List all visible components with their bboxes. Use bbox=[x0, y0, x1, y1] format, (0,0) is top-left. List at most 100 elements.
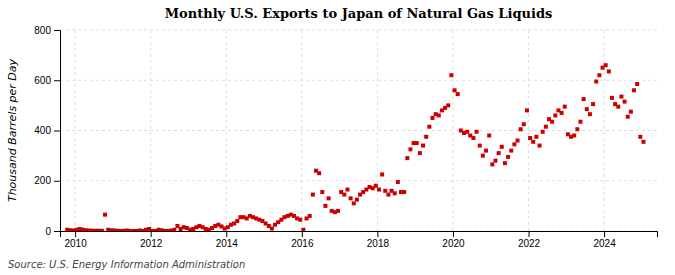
point bbox=[610, 96, 614, 100]
x-tick-label: 2010 bbox=[64, 238, 87, 249]
point bbox=[582, 97, 586, 101]
y-grid-line bbox=[60, 130, 657, 131]
x-tick: 2022 bbox=[518, 231, 541, 249]
y-tick-mark bbox=[54, 80, 60, 81]
point bbox=[317, 171, 321, 175]
point bbox=[421, 144, 425, 148]
point bbox=[352, 201, 356, 205]
x-tick-mark bbox=[529, 231, 530, 237]
title: Monthly U.S. Exports to Japan of Natural… bbox=[165, 6, 553, 21]
point bbox=[345, 188, 349, 192]
point bbox=[493, 159, 497, 163]
point bbox=[430, 116, 434, 120]
x-tick-label: 2014 bbox=[216, 238, 239, 249]
point bbox=[531, 140, 535, 144]
x-grid-line bbox=[604, 30, 605, 231]
y-tick: 400 bbox=[34, 125, 60, 136]
points bbox=[65, 63, 645, 231]
point bbox=[405, 156, 409, 160]
chart: 2010201220142016201820202022202402004006… bbox=[0, 0, 675, 275]
x-tick-label: 2022 bbox=[518, 238, 541, 249]
point bbox=[380, 172, 384, 176]
x-tick: 2016 bbox=[291, 231, 314, 249]
y-tick-mark bbox=[54, 181, 60, 182]
point bbox=[415, 141, 419, 145]
y-tick-label: 400 bbox=[34, 125, 51, 136]
grid bbox=[60, 30, 657, 231]
point bbox=[522, 122, 526, 126]
point bbox=[172, 228, 176, 231]
point bbox=[619, 95, 623, 99]
y-tick: 600 bbox=[34, 75, 60, 86]
point bbox=[471, 136, 475, 140]
x-tick-mark bbox=[302, 231, 303, 237]
y-grid-line bbox=[60, 30, 657, 31]
point bbox=[270, 226, 274, 230]
point bbox=[490, 162, 494, 166]
y-tick-label: 800 bbox=[34, 25, 51, 36]
point bbox=[342, 193, 346, 197]
x-tick-mark bbox=[453, 231, 454, 237]
point bbox=[456, 92, 460, 96]
point bbox=[544, 125, 548, 129]
x-tick: 2018 bbox=[367, 231, 390, 249]
x-tick: 2014 bbox=[216, 231, 239, 249]
point bbox=[594, 80, 598, 84]
point bbox=[516, 139, 520, 143]
point bbox=[449, 73, 453, 77]
x-tick-mark bbox=[75, 231, 76, 237]
point bbox=[635, 82, 639, 86]
point bbox=[607, 69, 611, 73]
x-tick: 2012 bbox=[140, 231, 163, 249]
point bbox=[503, 161, 507, 165]
point bbox=[427, 125, 431, 129]
point bbox=[446, 103, 450, 107]
point bbox=[641, 140, 645, 144]
y-tick-mark bbox=[54, 231, 60, 232]
point bbox=[487, 134, 491, 138]
point bbox=[623, 100, 627, 104]
point bbox=[336, 209, 340, 213]
y-axis-title: Thousand Barrels per Day bbox=[6, 58, 19, 202]
y-tick-mark bbox=[54, 131, 60, 132]
point bbox=[638, 135, 642, 139]
point bbox=[320, 190, 324, 194]
point bbox=[497, 151, 501, 155]
x-grid-line bbox=[150, 30, 151, 231]
point bbox=[588, 112, 592, 116]
x-tick-label: 2024 bbox=[593, 238, 616, 249]
y-tick: 0 bbox=[45, 226, 60, 237]
point bbox=[509, 149, 513, 153]
point bbox=[525, 108, 529, 112]
point bbox=[481, 154, 485, 158]
point bbox=[235, 219, 239, 223]
point bbox=[575, 127, 579, 131]
point bbox=[534, 135, 538, 139]
y-tick-label: 200 bbox=[34, 175, 51, 186]
y-grid-line bbox=[60, 180, 657, 181]
point bbox=[424, 135, 428, 139]
point bbox=[355, 198, 359, 202]
x-tick-label: 2016 bbox=[291, 238, 314, 249]
point bbox=[393, 191, 397, 195]
point bbox=[402, 190, 406, 194]
x-tick-mark bbox=[377, 231, 378, 237]
point bbox=[553, 113, 557, 117]
y-tick: 200 bbox=[34, 175, 60, 186]
point bbox=[103, 213, 107, 217]
point bbox=[418, 151, 422, 155]
x-grid-line bbox=[528, 30, 529, 231]
point bbox=[585, 107, 589, 111]
point bbox=[374, 184, 378, 188]
y-grid-line bbox=[60, 80, 657, 81]
point bbox=[453, 88, 457, 92]
annotation: Source: U.S. Energy Information Administ… bbox=[8, 259, 245, 270]
x-grid-line bbox=[377, 30, 378, 231]
x-tick-mark bbox=[151, 231, 152, 237]
point bbox=[597, 73, 601, 77]
point bbox=[465, 130, 469, 134]
point bbox=[408, 147, 412, 151]
point bbox=[506, 155, 510, 159]
x-grid-line bbox=[452, 30, 453, 231]
x-grid-line bbox=[75, 30, 76, 231]
